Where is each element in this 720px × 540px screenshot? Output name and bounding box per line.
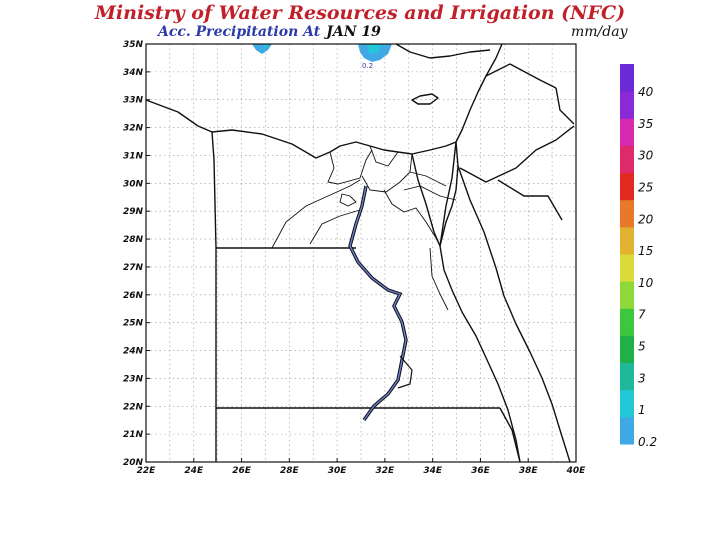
lon-tick-label: 32E (376, 466, 396, 476)
map-grid (146, 44, 576, 462)
colorbar-label: 10 (638, 276, 654, 290)
lat-tick-label: 27N (123, 263, 144, 273)
colorbar-swatch (620, 226, 634, 255)
latitude-labels: 20N 21N 22N 23N 24N 25N 26N 27N 28N 29N 30N 31N 32N 3… (123, 40, 150, 468)
colorbar-label: 1 (638, 403, 646, 417)
date-label: JAN 19 (326, 24, 381, 40)
colorbar-label: 25 (638, 180, 653, 194)
lat-tick-label: 28N (123, 235, 144, 245)
colorbar-label: 40 (638, 85, 654, 99)
lat-tick-label: 34N (123, 68, 144, 78)
lon-tick-label: 38E (519, 466, 539, 476)
lat-tick-label: 29N (123, 207, 144, 217)
map-frame (145, 43, 577, 463)
lat-tick-label: 22N (123, 402, 144, 412)
lat-tick-label: 35N (123, 40, 144, 50)
lat-tick-label: 31N (123, 151, 144, 161)
colorbar-label: 20 (638, 212, 654, 226)
colorbar-swatch (620, 172, 634, 201)
colorbar-swatch (620, 254, 634, 282)
lat-tick-label: 33N (123, 96, 144, 106)
colorbar-label: 3 (638, 371, 646, 385)
lat-tick-label: 30N (123, 179, 144, 189)
colorbar-label: 7 (638, 308, 646, 322)
internal-boundaries (271, 145, 457, 311)
lon-tick-label: 30E (328, 466, 348, 476)
lat-tick-label: 21N (123, 430, 144, 440)
lon-tick-label: 34E (423, 466, 443, 476)
colorbar-label: 15 (638, 244, 653, 258)
lon-tick-label: 28E (280, 466, 300, 476)
colorbar-swatch (620, 281, 634, 309)
precipitation-areas: 0.2 (252, 44, 392, 70)
colorbar-label: 30 (638, 149, 654, 163)
lat-tick-label: 32N (123, 124, 144, 134)
colorbar-swatch (620, 145, 634, 174)
colorbar-swatch (620, 118, 634, 146)
lat-tick-label: 24N (123, 347, 144, 357)
units-label: mm/day (571, 24, 628, 40)
map-title: Ministry of Water Resources and Irrigati… (94, 2, 626, 24)
colorbar-swatch (620, 335, 634, 364)
lon-tick-label: 36E (471, 466, 491, 476)
colorbar-swatch (620, 308, 634, 336)
nile-river (348, 185, 413, 421)
colorbar-swatch (620, 199, 634, 228)
map-subtitle: Acc. Precipitation At JAN 19 (158, 24, 381, 40)
colorbar-swatch (620, 389, 634, 418)
lon-tick-label: 24E (184, 466, 204, 476)
subtitle-text: Acc. Precipitation At (158, 24, 321, 40)
precip-contour-label: 0.2 (362, 62, 373, 70)
coastlines-borders (145, 43, 575, 463)
colorbar-swatch (620, 416, 634, 445)
lat-tick-label: 25N (123, 319, 144, 329)
colorbar-swatch (620, 91, 634, 119)
lon-tick-label: 22E (137, 466, 157, 476)
lon-tick-label: 40E (566, 466, 587, 476)
lat-tick-label: 26N (123, 291, 144, 301)
colorbar-label: 5 (638, 340, 646, 354)
lat-tick-label: 23N (123, 374, 144, 384)
colorbar-label: 0.2 (638, 435, 657, 449)
colorbar-swatch (620, 64, 634, 92)
lat-tick-label: 20N (123, 458, 144, 468)
colorbar-label: 35 (638, 117, 653, 131)
colorbar-swatch (620, 362, 634, 391)
longitude-labels: 22E 24E 26E 28E 30E 32E 34E 36E 38E 40E (137, 458, 587, 476)
lon-tick-label: 26E (232, 466, 252, 476)
